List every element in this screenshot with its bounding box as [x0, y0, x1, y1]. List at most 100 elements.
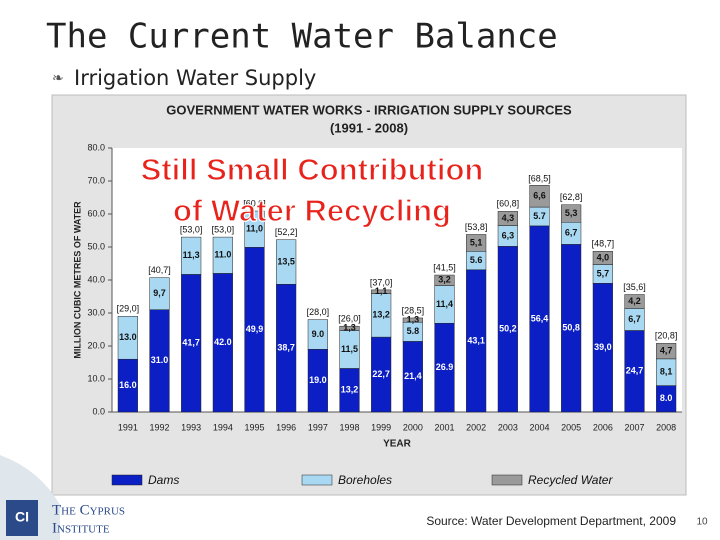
value-label: 11,3: [183, 250, 200, 260]
bullet-icon: ❧: [52, 70, 64, 86]
y-tick-label: 70.0: [87, 175, 105, 185]
value-label: 11,5: [341, 344, 358, 354]
bar-segment: [181, 236, 202, 275]
value-label: 5,1: [470, 237, 483, 247]
x-tick-label: 2001: [434, 422, 454, 432]
value-label: 41,7: [182, 338, 200, 348]
total-label: [40,7]: [148, 265, 171, 275]
legend-label: Boreholes: [338, 473, 392, 487]
value-label: 5,3: [565, 208, 578, 218]
x-tick-label: 2000: [403, 422, 423, 432]
total-label: [37,0]: [370, 277, 393, 287]
total-label: [62,8]: [560, 192, 583, 202]
value-label: 26.9: [436, 362, 454, 372]
bar-segment: [497, 211, 518, 226]
legend-label: Dams: [148, 473, 179, 487]
x-tick-label: 2002: [466, 422, 486, 432]
bar-segment: [149, 277, 170, 310]
bar-segment: [371, 289, 392, 294]
logo-icon: CI: [15, 509, 29, 525]
x-tick-label: 2005: [561, 422, 581, 432]
y-tick-label: 80.0: [87, 142, 105, 152]
bar-segment: [529, 185, 550, 208]
y-axis-label: MILLION CUBIC METRES OF WATER: [72, 201, 82, 359]
x-tick-label: 1998: [339, 422, 359, 432]
bar-segment: [117, 316, 138, 360]
total-label: [28,0]: [307, 307, 330, 317]
value-label: 22,7: [372, 369, 390, 379]
value-label: 3,2: [438, 275, 451, 285]
value-label: 1,3: [343, 323, 356, 333]
value-label: 11,0: [246, 224, 263, 234]
value-label: 43,1: [467, 335, 485, 345]
value-label: 21,4: [404, 371, 422, 381]
chart-title: GOVERNMENT WATER WORKS - IRRIGATION SUPP…: [166, 102, 572, 117]
total-label: [26,0]: [338, 314, 361, 324]
bar-segment: [307, 319, 328, 350]
total-label: [29,0]: [117, 304, 140, 314]
total-label: [60,9]: [243, 198, 266, 208]
total-label: [20,8]: [655, 331, 678, 341]
x-tick-label: 1999: [371, 422, 391, 432]
bar-segment: [592, 251, 613, 265]
total-label: [41,5]: [433, 262, 456, 272]
value-label: 1,3: [407, 314, 420, 324]
value-label: 5.8: [407, 326, 420, 336]
x-tick-label: 1996: [276, 422, 296, 432]
value-label: 9.0: [312, 329, 325, 339]
plot-area: [112, 148, 682, 412]
x-tick-label: 2004: [529, 422, 549, 432]
y-tick-label: 60.0: [87, 208, 105, 218]
y-tick-label: 40.0: [87, 274, 105, 284]
x-tick-label: 1997: [308, 422, 328, 432]
total-label: [48,7]: [592, 239, 615, 249]
total-label: [53,8]: [465, 222, 488, 232]
bar-segment: [561, 204, 582, 223]
value-label: 13,5: [277, 256, 295, 266]
bullet-text: Irrigation Water Supply: [74, 66, 316, 90]
x-tick-label: 2006: [593, 422, 613, 432]
x-tick-label: 1993: [181, 422, 201, 432]
value-label: 4,2: [628, 296, 641, 306]
value-label: 5.7: [533, 211, 546, 221]
x-tick-label: 2007: [624, 422, 644, 432]
legend-swatch: [301, 474, 333, 486]
value-label: 13.0: [119, 332, 137, 342]
value-label: 5.6: [470, 255, 483, 265]
x-tick-label: 2008: [656, 422, 676, 432]
value-label: 50,8: [562, 323, 580, 333]
value-label: 31.0: [151, 355, 169, 365]
logo-text: The Cyprus: [52, 502, 125, 518]
y-tick-label: 50.0: [87, 241, 105, 251]
bar-segment: [466, 234, 487, 252]
value-label: 24,7: [626, 366, 644, 376]
bar-segment: [656, 343, 677, 360]
value-label: 16.0: [119, 380, 137, 390]
value-label: 11.0: [214, 250, 231, 260]
value-label: 38,7: [277, 343, 295, 353]
legend-swatch: [491, 474, 523, 486]
value-label: 13,2: [372, 310, 390, 320]
x-tick-label: 1995: [244, 422, 264, 432]
annotation: of Water Recycling: [173, 193, 451, 228]
total-label: [60,8]: [497, 199, 520, 209]
legend-swatch: [111, 474, 143, 486]
x-tick-label: 1994: [213, 422, 233, 432]
value-label: 19.0: [309, 375, 327, 385]
bar-segment: [339, 325, 360, 331]
value-label: 6,6: [533, 191, 546, 201]
total-label: [53,0]: [212, 224, 235, 234]
value-label: 42.0: [214, 337, 232, 347]
bar-segment: [624, 294, 645, 309]
total-label: [68,5]: [528, 173, 551, 183]
total-label: [52,2]: [275, 227, 298, 237]
total-label: [35,6]: [623, 282, 646, 292]
value-label: 6,7: [628, 314, 641, 324]
y-tick-label: 20.0: [87, 340, 105, 350]
value-label: 8.0: [660, 393, 673, 403]
x-tick-label: 1991: [118, 422, 138, 432]
y-tick-label: 0.0: [92, 406, 105, 416]
value-label: 4,3: [502, 213, 515, 223]
value-label: 6,7: [565, 228, 578, 238]
value-label: 49,9: [246, 324, 264, 334]
